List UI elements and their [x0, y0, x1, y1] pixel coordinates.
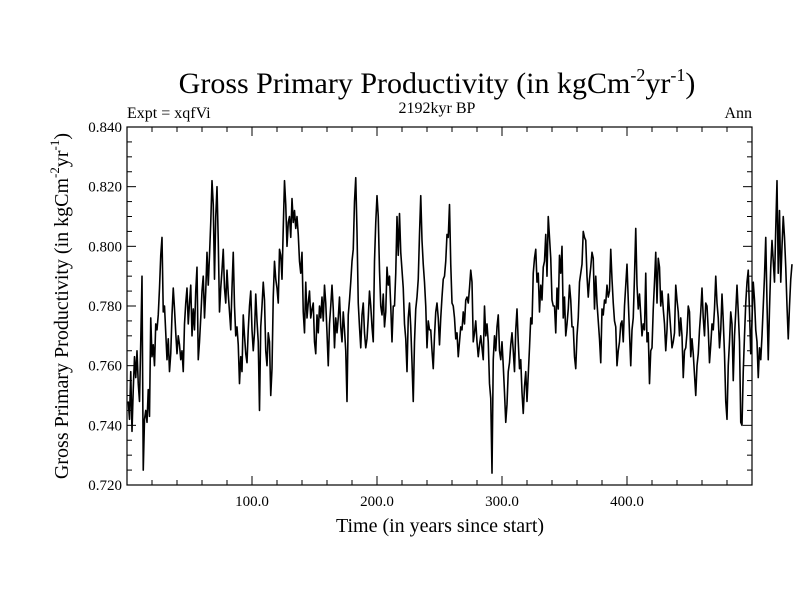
y-tick-label: 0.740 — [88, 418, 122, 434]
chart-subtitle: 2192kyr BP — [399, 100, 476, 117]
annual-label: Ann — [724, 105, 752, 122]
chart-title-exponent-2: -1 — [670, 65, 685, 85]
chart-title: Gross Primary Productivity (in kgCm-2yr-… — [179, 65, 696, 100]
y-axis-label-main: Gross Primary Productivity (in kgCm — [51, 178, 73, 480]
y-axis: 0.720 0.740 0.760 0.780 0.800 0.820 0.840 — [88, 120, 752, 494]
gpp-series-line — [127, 176, 793, 474]
y-tick-label: 0.780 — [88, 299, 122, 315]
x-tick-label: 200.0 — [360, 494, 394, 510]
x-tick-label: 300.0 — [485, 494, 519, 510]
x-tick-label: 400.0 — [610, 494, 644, 510]
x-tick-label: 100.0 — [235, 494, 269, 510]
chart-title-main: Gross Primary Productivity (in kgCm — [179, 67, 631, 100]
chart-title-exponent-1: -2 — [630, 65, 645, 85]
y-axis-label-exponent-2: -1 — [47, 140, 62, 151]
y-tick-label: 0.800 — [88, 239, 122, 255]
y-tick-label: 0.760 — [88, 359, 122, 375]
y-axis-label: Gross Primary Productivity (in kgCm-2yr-… — [47, 133, 73, 479]
y-axis-label-close: ) — [51, 133, 73, 140]
experiment-label: Expt = xqfVi — [127, 105, 211, 122]
x-axis: 100.0 200.0 300.0 400.0 — [151, 127, 728, 510]
chart-title-unit-yr: yr — [645, 67, 670, 100]
y-tick-label: 0.820 — [88, 180, 122, 196]
y-tick-label: 0.720 — [88, 478, 122, 494]
plot-area: 100.0 200.0 300.0 400.0 0.720 0.740 0.760 0.78… — [88, 120, 793, 510]
y-axis-label-unit-yr: yr — [51, 150, 73, 167]
plot-frame — [126, 126, 753, 486]
x-axis-label: Time (in years since start) — [336, 515, 544, 537]
y-axis-label-exponent-1: -2 — [47, 167, 62, 178]
chart-title-close: ) — [685, 67, 695, 100]
y-tick-label: 0.840 — [88, 120, 122, 136]
